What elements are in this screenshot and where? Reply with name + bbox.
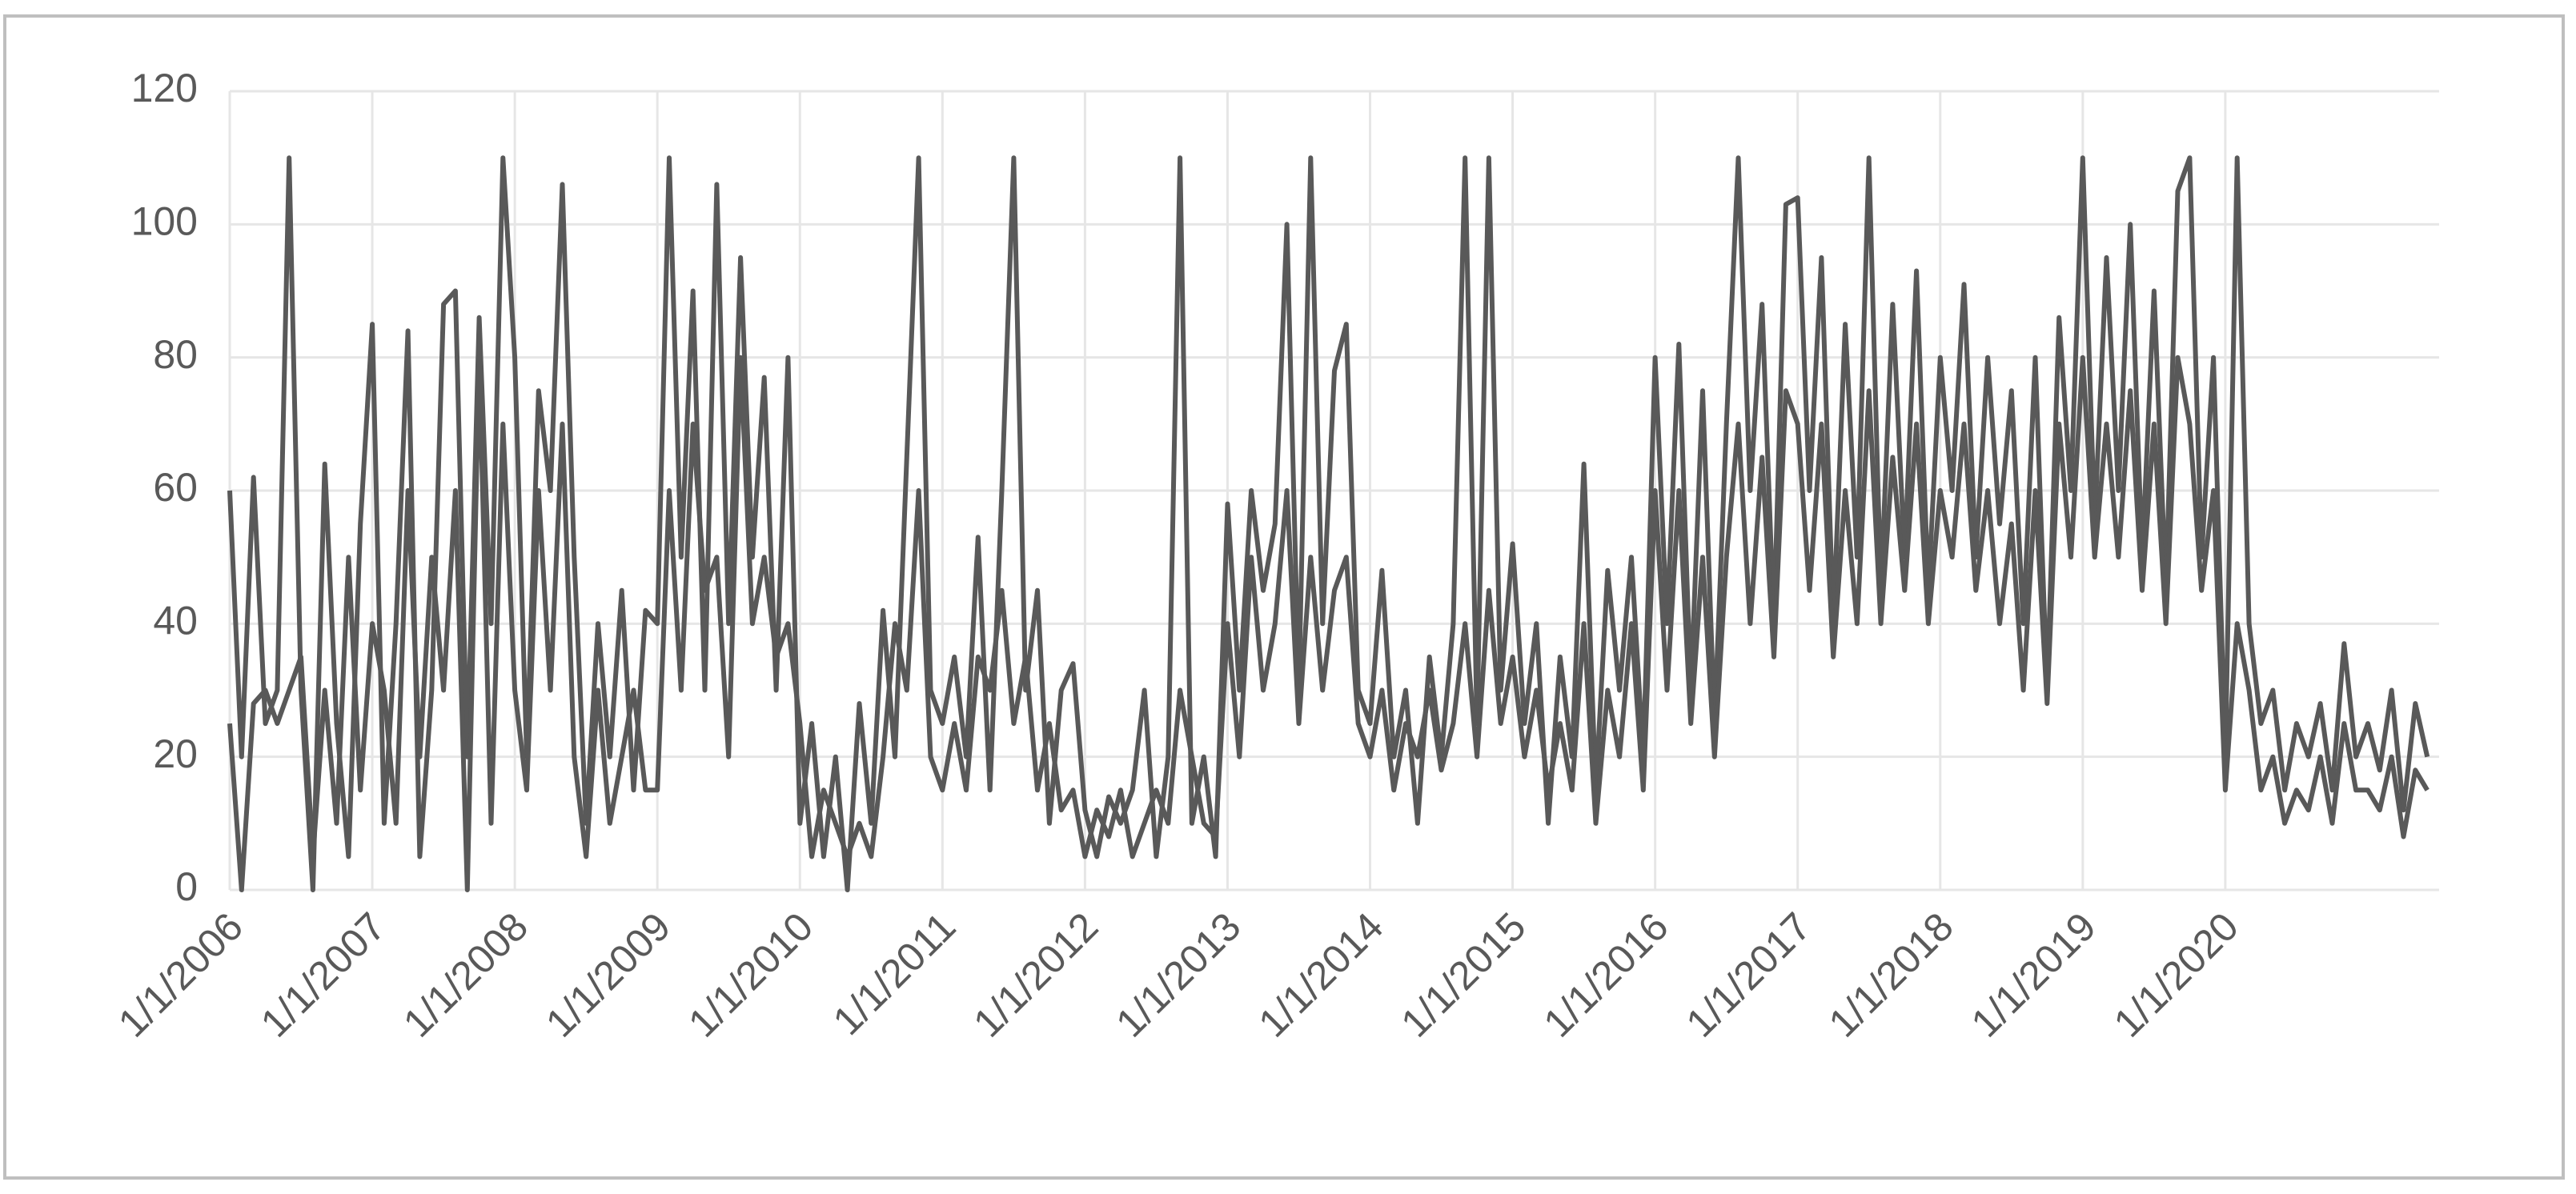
y-tick-label: 40 bbox=[153, 599, 198, 643]
series-line bbox=[227, 355, 2430, 892]
y-tick-label: 120 bbox=[131, 66, 198, 110]
y-tick-label: 100 bbox=[131, 199, 198, 244]
y-tick-label: 20 bbox=[153, 731, 198, 776]
y-tick-label: 60 bbox=[153, 465, 198, 510]
y-tick-label: 80 bbox=[153, 332, 198, 377]
series-line bbox=[227, 155, 2430, 892]
y-tick-label: 0 bbox=[175, 864, 198, 909]
